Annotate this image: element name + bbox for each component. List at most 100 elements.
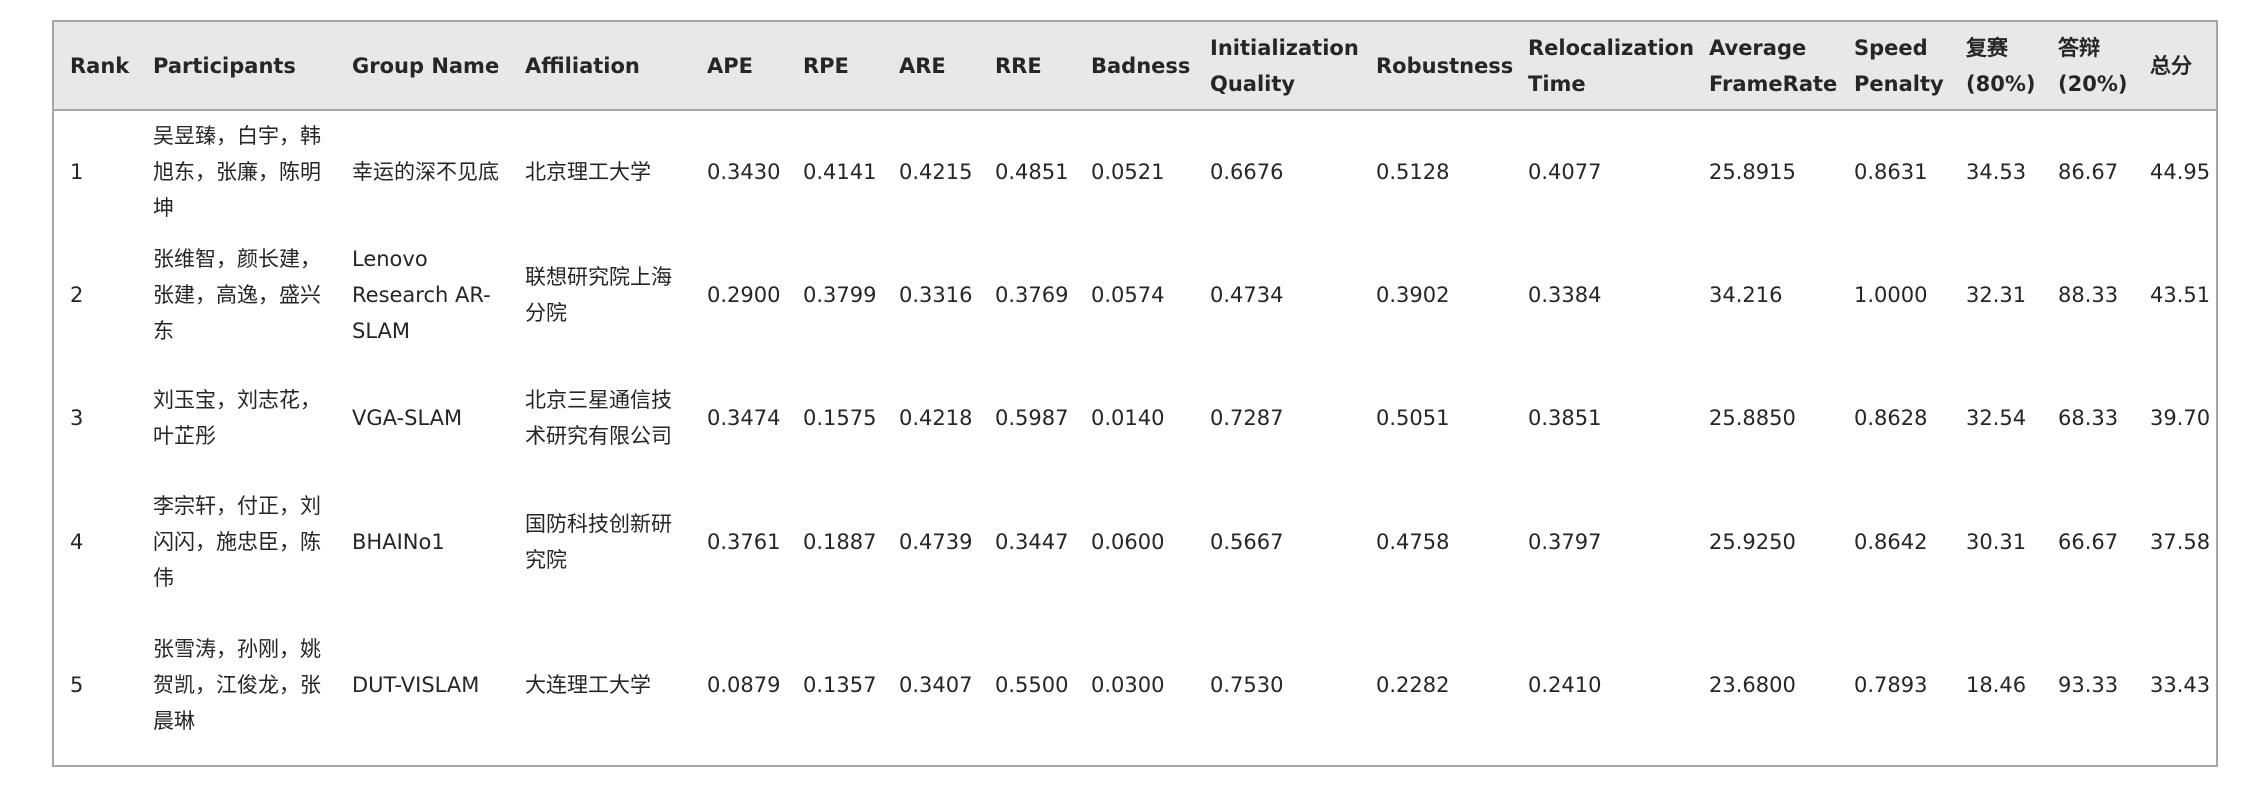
cell-ape: 0.2900 [707,282,781,307]
cell-initialization-quality: 0.7287 [1210,406,1284,430]
cell-relocalization-time: 0.4077 [1528,160,1602,184]
cell-average-framerate: 25.8850 [1709,406,1796,430]
cell-average-framerate: 25.8915 [1709,160,1796,184]
table-header-row: Rank Participants Group Name Affiliation… [53,21,2217,111]
cell-group-name: BHAINo1 [352,530,445,554]
cell-rpe: 0.1357 [803,672,877,697]
cell-rpe: 0.1575 [803,406,877,430]
cell-defense: 68.33 [2058,406,2119,430]
cell-average-framerate: 25.9250 [1709,530,1796,554]
cell-are: 0.4739 [899,530,973,554]
cell-total: 44.95 [2150,160,2211,184]
header-badness: Badness [1075,21,1194,111]
cell-robustness: 0.2282 [1376,672,1450,697]
cell-initialization-quality: 0.7530 [1210,672,1284,697]
cell-rematch: 32.31 [1966,282,2027,307]
header-robustness: Robustness [1360,21,1513,111]
cell-initialization-quality: 0.4734 [1210,282,1284,307]
cell-are: 0.4215 [899,160,973,184]
cell-are: 0.4218 [899,406,973,430]
header-total: 总分 [2134,21,2217,111]
cell-rre: 0.5500 [995,672,1069,697]
cell-rank: 5 [70,672,84,697]
cell-rank: 1 [70,160,84,184]
cell-total: 33.43 [2150,672,2211,697]
cell-initialization-quality: 0.6676 [1210,160,1284,184]
cell-robustness: 0.5128 [1376,160,1450,184]
cell-ape: 0.3430 [707,160,781,184]
cell-relocalization-time: 0.2410 [1528,672,1602,697]
header-rre: RRE [979,21,1075,111]
cell-rpe: 0.1887 [803,530,877,554]
cell-rank: 2 [70,282,84,307]
cell-speed-penalty: 0.8642 [1854,530,1928,554]
cell-badness: 0.0521 [1091,160,1165,184]
cell-badness: 0.0140 [1091,406,1165,430]
cell-affiliation: 国防科技创新研究院 [525,512,672,572]
cell-ape: 0.3761 [707,530,781,554]
header-speed-penalty: Speed Penalty [1838,21,1950,111]
cell-speed-penalty: 1.0000 [1854,282,1928,307]
cell-affiliation: 北京三星通信技术研究有限公司 [525,388,672,448]
cell-defense: 93.33 [2058,672,2119,697]
cell-rpe: 0.3799 [803,282,877,307]
cell-ape: 0.3474 [707,406,781,430]
header-defense: 答辩(20%) [2042,21,2134,111]
cell-robustness: 0.5051 [1376,406,1450,430]
cell-average-framerate: 23.6800 [1709,672,1796,697]
cell-affiliation: 联想研究院上海分院 [525,264,672,325]
cell-badness: 0.0574 [1091,282,1165,307]
cell-participants: 李宗轩，付正，刘闪闪，施忠臣，陈伟 [153,494,321,590]
cell-robustness: 0.3902 [1376,282,1450,307]
header-rematch: 复赛(80%) [1950,21,2042,111]
cell-rre: 0.3769 [995,282,1069,307]
cell-speed-penalty: 0.7893 [1854,672,1928,697]
cell-robustness: 0.4758 [1376,530,1450,554]
cell-rank: 4 [70,530,84,554]
header-initialization-quality: Initialization Quality [1194,21,1360,111]
cell-speed-penalty: 0.8628 [1854,406,1928,430]
cell-defense: 66.67 [2058,530,2119,554]
header-participants: Participants [137,21,336,111]
header-group-name: Group Name [336,21,509,111]
cell-participants: 张维智，颜长建，张建，高逸，盛兴东 [153,246,321,343]
cell-affiliation: 大连理工大学 [525,672,651,697]
cell-rank: 3 [70,406,84,430]
table-row: 1 吴昱臻，白宇，韩旭东，张廉，陈明坤 幸运的深不见底 北京理工大学 0.343… [53,110,2217,233]
cell-group-name: VGA-SLAM [352,406,463,430]
header-rpe: RPE [787,21,883,111]
table-row: 5 张雪涛，孙刚，姚贺凯，江俊龙，张晨琳 DUT-VISLAM 大连理工大学 0… [53,604,2217,766]
header-affiliation: Affiliation [509,21,691,111]
cell-rematch: 30.31 [1966,530,2027,554]
cell-rre: 0.4851 [995,160,1069,184]
cell-participants: 张雪涛，孙刚，姚贺凯，江俊龙，张晨琳 [153,636,321,733]
header-average-framerate: Average FrameRate [1693,21,1838,111]
cell-rre: 0.5987 [995,406,1069,430]
cell-badness: 0.0300 [1091,672,1165,697]
cell-badness: 0.0600 [1091,530,1165,554]
cell-rre: 0.3447 [995,530,1069,554]
cell-ape: 0.0879 [707,672,781,697]
cell-relocalization-time: 0.3851 [1528,406,1602,430]
cell-defense: 88.33 [2058,282,2119,307]
header-relocalization-time: Relocalization Time [1512,21,1694,111]
cell-rpe: 0.4141 [803,160,877,184]
cell-group-name: 幸运的深不见底 [352,160,499,184]
cell-rematch: 18.46 [1966,672,2027,697]
header-rank: Rank [53,21,137,111]
cell-are: 0.3316 [899,282,973,307]
cell-total: 43.51 [2150,282,2211,307]
header-are: ARE [883,21,979,111]
cell-participants: 吴昱臻，白宇，韩旭东，张廉，陈明坤 [153,124,321,220]
cell-group-name: DUT-VISLAM [352,672,480,697]
cell-participants: 刘玉宝，刘志花，叶芷彤 [153,388,321,448]
cell-relocalization-time: 0.3384 [1528,282,1602,307]
table-row: 3 刘玉宝，刘志花，叶芷彤 VGA-SLAM 北京三星通信技术研究有限公司 0.… [53,356,2217,480]
header-ape: APE [691,21,787,111]
results-table-container: Rank Participants Group Name Affiliation… [52,20,2218,767]
table-row: 2 张维智，颜长建，张建，高逸，盛兴东 Lenovo Research AR-S… [53,233,2217,356]
cell-group-name: Lenovo Research AR-SLAM [352,246,491,343]
cell-relocalization-time: 0.3797 [1528,530,1602,554]
results-table: Rank Participants Group Name Affiliation… [52,20,2218,767]
cell-defense: 86.67 [2058,160,2119,184]
